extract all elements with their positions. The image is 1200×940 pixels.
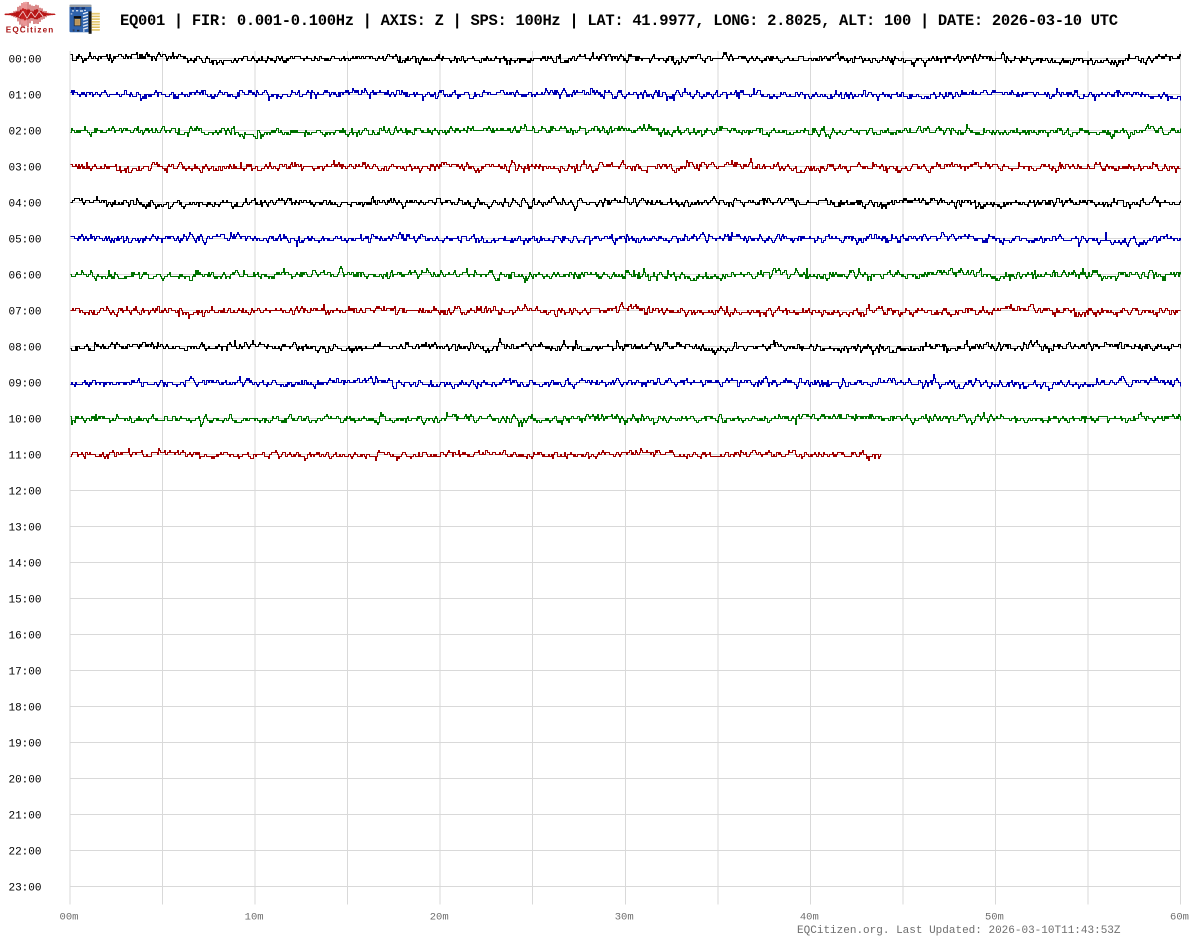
svg-text:08:00: 08:00 [8,343,41,355]
svg-text:23:00: 23:00 [8,883,41,895]
svg-text:19:00: 19:00 [8,739,41,751]
svg-text:40m: 40m [800,912,819,924]
svg-text:04:00: 04:00 [8,199,41,211]
svg-text:EQCitizen.org. Last Updated: 2: EQCitizen.org. Last Updated: 2026-03-10T… [797,925,1121,937]
svg-text:20:00: 20:00 [8,775,41,787]
svg-text:EQ001 | FIR: 0.001-0.100Hz | A: EQ001 | FIR: 0.001-0.100Hz | AXIS: Z | S… [120,12,1118,30]
svg-text:15:00: 15:00 [8,595,41,607]
svg-text:03:00: 03:00 [8,163,41,175]
svg-text:20m: 20m [430,912,449,924]
svg-text:22:00: 22:00 [8,847,41,859]
svg-text:30m: 30m [615,912,634,924]
svg-text:07:00: 07:00 [8,307,41,319]
svg-text:01:00: 01:00 [8,91,41,103]
svg-text:50m: 50m [985,912,1004,924]
svg-text:13:00: 13:00 [8,523,41,535]
svg-text:18:00: 18:00 [8,703,41,715]
svg-text:00m: 00m [60,912,79,924]
svg-text:17:00: 17:00 [8,667,41,679]
svg-text:10:00: 10:00 [8,415,41,427]
svg-text:10m: 10m [245,912,264,924]
svg-text:EQCitizen: EQCitizen [6,25,54,34]
svg-text:12:00: 12:00 [8,487,41,499]
svg-text:09:00: 09:00 [8,379,41,391]
svg-text:11:00: 11:00 [8,451,41,463]
svg-text:05:00: 05:00 [8,235,41,247]
svg-text:16:00: 16:00 [8,631,41,643]
svg-text:60m: 60m [1170,912,1189,924]
svg-text:06:00: 06:00 [8,271,41,283]
svg-text:00:00: 00:00 [8,55,41,67]
svg-text:14:00: 14:00 [8,559,41,571]
svg-text:02:00: 02:00 [8,127,41,139]
svg-text:21:00: 21:00 [8,811,41,823]
